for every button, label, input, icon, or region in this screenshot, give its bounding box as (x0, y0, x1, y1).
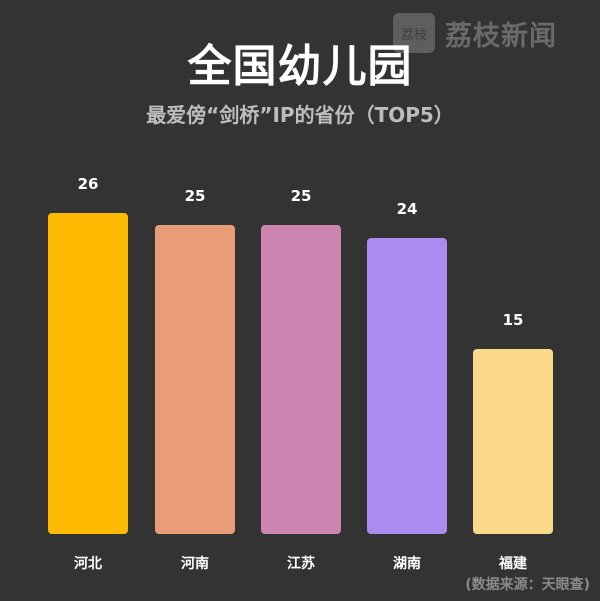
category-label: 河北 (74, 556, 102, 572)
category-label: 湖南 (393, 556, 421, 572)
category-label: 江苏 (287, 556, 315, 572)
value-label: 24 (396, 199, 418, 218)
bar-4 (367, 237, 447, 534)
lizhi-logo-icon: 荔枝 (393, 13, 435, 53)
bar-5 (473, 348, 553, 534)
watermark-name: 荔枝新闻 (445, 20, 557, 52)
value-label: 15 (502, 310, 524, 329)
chart-subtitle: 最爱傍“剑桥”IP的省份（TOP5） (146, 103, 454, 127)
bar-1 (48, 213, 128, 534)
category-label: 河南 (181, 556, 209, 572)
value-label: 26 (77, 175, 99, 193)
chart-title: 全国幼儿园 (187, 41, 413, 92)
value-label: 25 (184, 187, 206, 206)
bar-3 (261, 225, 341, 534)
category-label: 福建 (499, 556, 527, 572)
bar-2 (155, 225, 235, 534)
watermark-logo: 荔枝 荔枝新闻 (393, 13, 557, 53)
data-source: (数据来源：天眼查) (465, 577, 590, 593)
value-label: 25 (290, 187, 312, 206)
